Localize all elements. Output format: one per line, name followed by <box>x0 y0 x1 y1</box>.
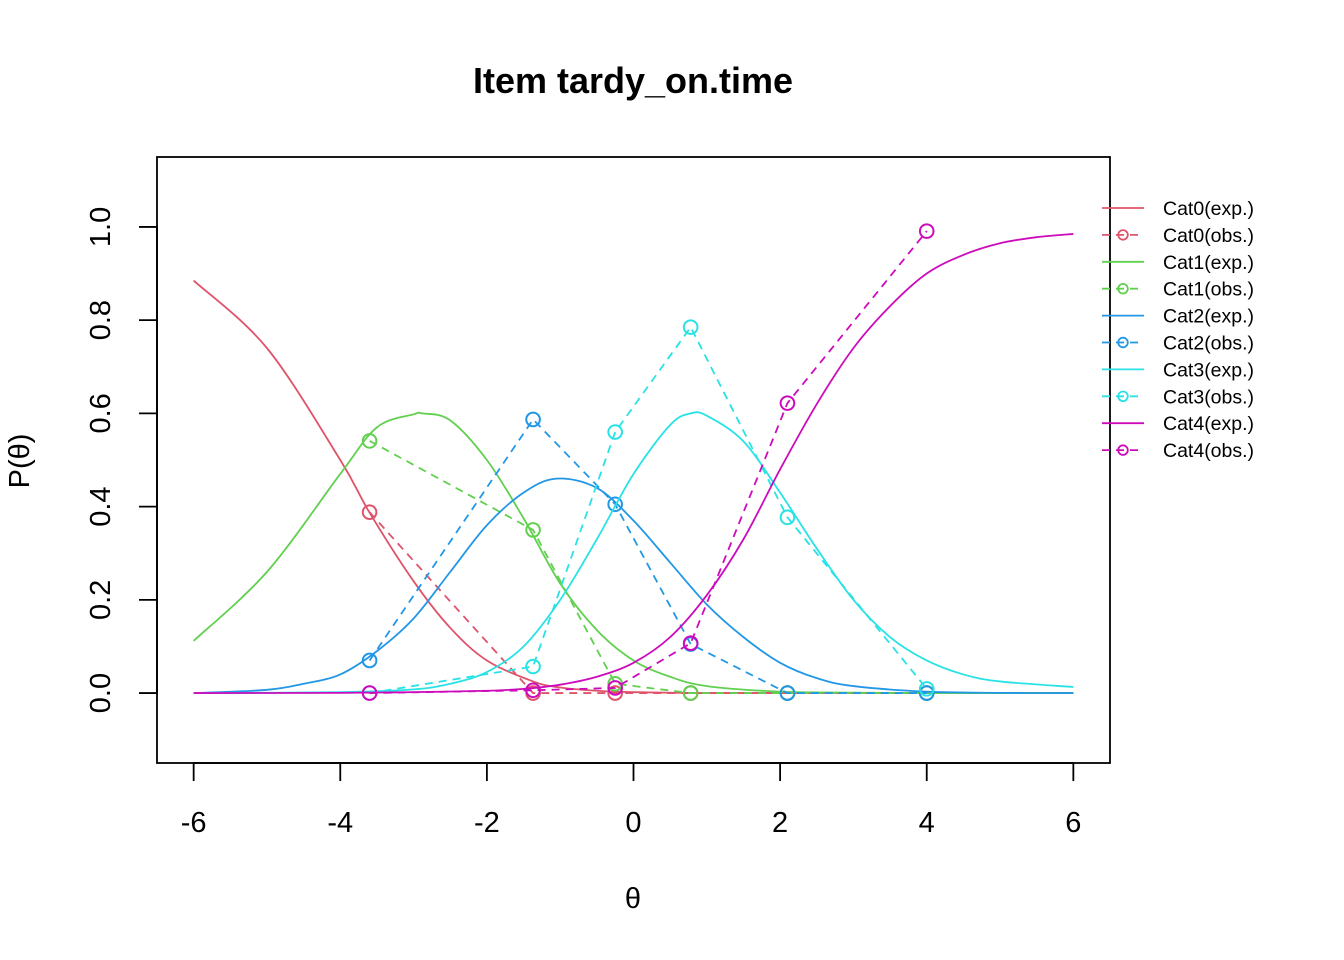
data-point <box>682 635 699 651</box>
y-axis: 0.0 0.2 0.4 0.6 0.8 1.0 <box>85 207 158 713</box>
legend-label: Cat4(obs.) <box>1163 440 1254 462</box>
y-tick-label: 0.2 <box>85 580 117 620</box>
legend-label: Cat1(obs.) <box>1163 279 1254 301</box>
chart-title: Item tardy_on.time <box>473 60 793 101</box>
x-tick-label: 4 <box>919 807 935 839</box>
legend-marker <box>1117 390 1129 403</box>
x-tick-label: -6 <box>181 807 207 839</box>
data-point <box>525 682 541 699</box>
legend-item: Cat1(exp.) <box>1102 252 1254 274</box>
legend-label: Cat2(exp.) <box>1163 306 1254 328</box>
legend-label: Cat2(obs.) <box>1163 333 1254 355</box>
x-tick-label: 6 <box>1065 807 1081 839</box>
legend-item: Cat3(exp.) <box>1102 359 1254 381</box>
legend-label: Cat0(obs.) <box>1163 225 1254 247</box>
series-layer <box>193 223 1074 701</box>
data-point <box>607 685 623 701</box>
series-line-cat2-obs <box>368 418 927 694</box>
x-axis-label: θ <box>625 883 641 915</box>
x-tick-label: -2 <box>474 807 500 839</box>
legend-item: Cat2(obs.) <box>1102 333 1254 355</box>
data-point <box>361 652 378 669</box>
y-axis-label: P(θ) <box>4 434 36 489</box>
series-cat4-obs <box>361 223 935 701</box>
legend-item: Cat1(obs.) <box>1102 279 1254 301</box>
legend-label: Cat0(exp.) <box>1163 198 1254 220</box>
x-tick-label: 0 <box>625 807 641 839</box>
data-point <box>361 685 378 701</box>
series-line-cat2-exp <box>193 477 1074 694</box>
data-point <box>525 658 541 675</box>
legend-item: Cat2(exp.) <box>1102 306 1254 328</box>
legend-item: Cat4(exp.) <box>1102 413 1254 435</box>
series-line-cat3-obs <box>369 325 928 694</box>
legend-marker <box>1117 229 1129 241</box>
legend-item: Cat0(exp.) <box>1102 198 1254 220</box>
data-point <box>779 395 796 411</box>
legend-label: Cat1(exp.) <box>1163 252 1254 274</box>
data-point <box>607 680 623 696</box>
data-point <box>918 223 935 239</box>
data-point <box>918 681 935 697</box>
x-axis: -6 -4 -2 0 2 4 6 <box>181 762 1081 839</box>
legend-item: Cat3(obs.) <box>1102 386 1254 408</box>
data-point <box>607 496 623 513</box>
legend-marker <box>1117 336 1129 349</box>
y-tick-label: 1.0 <box>85 207 117 247</box>
data-point <box>361 433 378 449</box>
data-point <box>779 685 796 701</box>
data-point <box>682 319 699 335</box>
data-point <box>361 504 378 521</box>
x-tick-label: -4 <box>327 807 353 839</box>
x-tick-label: 2 <box>772 807 788 839</box>
y-tick-label: 0.6 <box>85 393 117 433</box>
data-point <box>607 424 623 440</box>
data-point <box>525 522 541 538</box>
y-tick-label: 0.4 <box>85 486 117 526</box>
data-point <box>918 685 935 701</box>
legend-marker <box>1117 444 1129 456</box>
legend-item: Cat0(obs.) <box>1102 225 1254 247</box>
legend-label: Cat3(obs.) <box>1163 386 1254 408</box>
series-line-cat3-exp <box>193 411 1074 694</box>
y-tick-label: 0.8 <box>85 300 117 340</box>
legend-marker <box>1117 283 1129 295</box>
legend: Cat0(exp.) Cat0(obs.) Cat1(exp.) Cat1(obs.)… <box>1102 198 1254 462</box>
legend-label: Cat4(exp.) <box>1163 413 1254 435</box>
data-point <box>525 411 541 428</box>
y-tick-label: 0.0 <box>85 673 117 713</box>
series-line-cat1-obs <box>369 440 927 694</box>
legend-item: Cat4(obs.) <box>1102 440 1254 462</box>
legend-label: Cat3(exp.) <box>1163 359 1254 381</box>
data-point <box>779 509 796 526</box>
data-point <box>682 685 699 701</box>
